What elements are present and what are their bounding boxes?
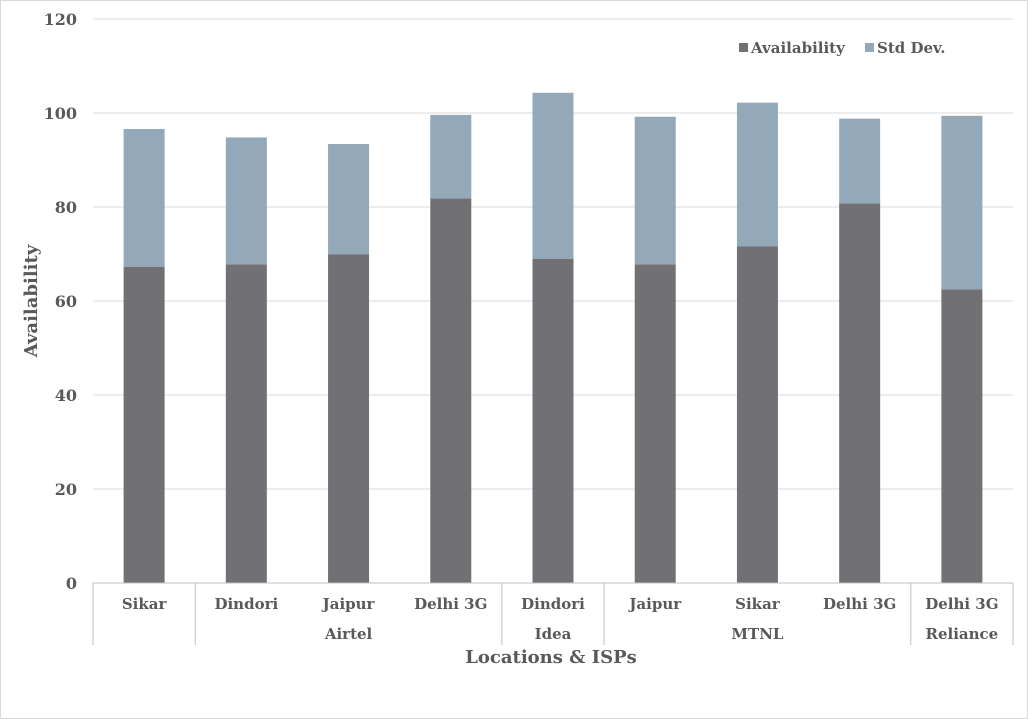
x-category-label: Dindori [214,595,278,613]
x-group-label: Reliance [926,625,999,643]
bar-std-dev [839,118,881,204]
bar-availability [736,246,778,584]
bar-availability [328,254,370,583]
legend-label: Std Dev. [877,39,945,57]
bars [123,92,983,584]
y-axis-title: Availability [21,244,42,358]
bar-std-dev [123,128,165,267]
bar-std-dev [736,102,778,247]
x-category-label: Delhi 3G [414,595,487,613]
legend: Availability Std Dev. [739,39,945,57]
x-category-label: Jaipur [321,595,376,613]
x-group-label: MTNL [731,625,783,643]
x-category-label: Sikar [122,595,168,613]
bar-std-dev [634,116,676,265]
bar-std-dev [225,137,267,265]
x-category-label: Delhi 3G [823,595,896,613]
y-tick-label: 20 [55,480,77,499]
x-group-label: Airtel [324,625,373,643]
bar-availability [941,289,983,583]
bar-availability [634,264,676,583]
bar-availability [225,264,267,583]
bar-availability [839,203,881,584]
x-category-label: Delhi 3G [925,595,998,613]
bar-std-dev [532,92,574,259]
x-category-label: Dindori [521,595,585,613]
y-tick-label: 0 [66,574,77,593]
bar-std-dev [941,115,983,290]
y-tick-label: 40 [55,386,77,405]
legend-swatch [865,43,874,52]
bar-availability [430,198,472,584]
legend-label: Availability [750,39,846,57]
bar-std-dev [328,144,370,255]
legend-swatch [739,43,748,52]
y-tick-label: 60 [55,292,77,311]
x-axis-title: Locations & ISPs [465,647,637,668]
bar-std-dev [430,114,472,199]
y-tick-label: 80 [55,198,77,217]
bar-availability [123,266,165,583]
x-category-label: Jaipur [627,595,682,613]
bar-availability [532,258,574,583]
y-tick-label: 100 [44,104,77,123]
axes: 0 20 40 60 80 100 120 Sikar Dindori Jaipur Delhi 3… [44,10,1014,645]
x-category-label: Sikar [735,595,781,613]
y-tick-label: 120 [44,10,77,29]
x-group-label: Idea [535,625,572,643]
